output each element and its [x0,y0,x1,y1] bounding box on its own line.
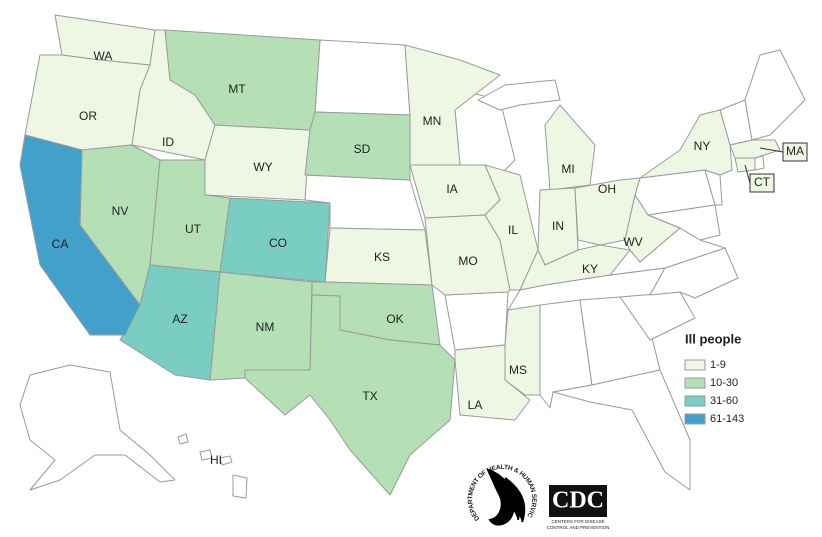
legend-label: 10-30 [710,377,738,389]
state [219,197,331,283]
cdc-line2: CONTROL AND PREVENTION [547,525,610,530]
state-label: KY [582,262,598,276]
state [504,304,541,396]
cdc-text: CDC [552,488,604,514]
state-label: KS [374,250,390,264]
legend-swatch [684,377,706,389]
state-label: LA [468,398,483,412]
legend-swatch [684,359,706,371]
state-ri [754,155,765,171]
state-label: CA [52,237,69,251]
state [304,111,411,181]
state [544,104,596,191]
state [484,164,539,291]
state-label: MN [423,114,442,128]
cdc-logo: CDC CENTERS FOR DISEASE CONTROL AND PREV… [547,485,610,530]
state-label: MO [458,254,477,268]
state-label: MI [561,162,574,176]
state-fl [552,369,691,491]
state [19,134,141,336]
state-label: IN [552,219,564,233]
state-ar [444,291,509,351]
cdc-box [549,485,607,517]
state [244,294,456,496]
legend-swatch [684,413,706,425]
state [624,194,681,263]
hhs-seal [467,462,537,532]
state-label: UT [185,222,202,236]
state-label: OR [79,109,97,123]
state-label: NM [256,320,275,334]
state-label: OK [386,312,403,326]
state [24,54,151,151]
leader-line [744,164,751,184]
label-box [782,142,808,162]
legend-label: 61-143 [710,413,744,425]
state-me [744,49,806,141]
state-label: WA [94,49,113,63]
leader-line [759,147,784,153]
state-label: WY [253,160,272,174]
legend-label: 1-9 [710,359,726,371]
state-label: IA [446,182,457,196]
state-label: HI [210,453,222,467]
cdc-line1: CENTERS FOR DISEASE [551,519,604,524]
state-mi-up [477,79,561,111]
state-label: MT [228,82,246,96]
state-label: NY [694,139,711,153]
shaded-states [19,14,781,496]
state-ak [19,364,176,491]
state-label: SD [354,142,371,156]
legend-title: Ill people [685,331,741,346]
state-label: TX [362,389,377,403]
state [639,109,733,179]
state-label: WV [623,235,642,249]
legend-label: 31-60 [710,395,738,407]
state-label: MS [509,363,527,377]
state-label: AZ [172,312,187,326]
state-nd [314,39,411,116]
hhs-eagle [486,468,526,526]
state-label: ID [162,135,174,149]
legend-swatch [684,395,706,407]
state-hi [177,433,248,499]
state-labels: WA OR ID WY KS MN IA MO IL MI IN OH KY WV NY MS LA MA CT MT… [52,49,808,467]
state-label: IL [508,223,518,237]
state-label: OH [598,182,616,196]
state-label: CT [754,175,771,189]
state [454,344,531,421]
unshaded-states [19,39,806,499]
state-label: NV [112,204,129,218]
state-label: MA [786,144,804,158]
state-label: CO [269,236,287,250]
legend: Ill people 1-9 10-30 31-60 61-143 [684,331,744,425]
state [164,29,321,131]
label-box [749,173,775,193]
